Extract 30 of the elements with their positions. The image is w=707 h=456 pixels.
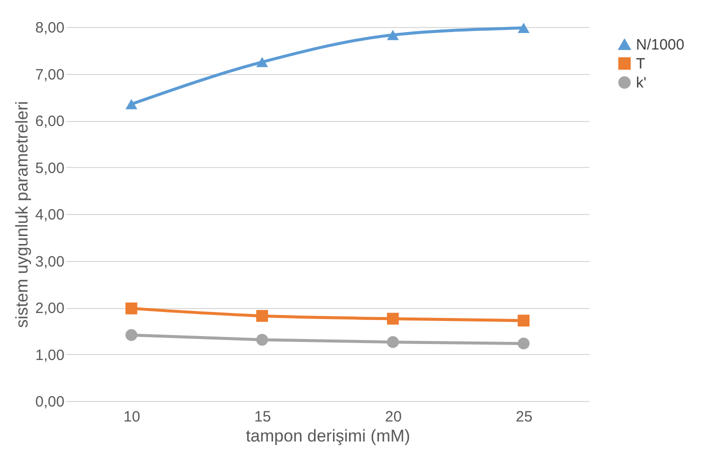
y-tick-label: 6,00: [35, 113, 64, 130]
x-tick-label: 15: [254, 408, 271, 426]
point: [256, 56, 268, 68]
point: [125, 329, 138, 341]
point: [256, 334, 268, 346]
point: [518, 338, 530, 350]
point: [518, 314, 530, 327]
point: [125, 302, 138, 314]
y-tick-label: 2,00: [35, 300, 64, 317]
point: [125, 99, 138, 110]
x-tick-label: 10: [124, 408, 140, 426]
x-axis-title: tampon derişimi (mM): [246, 426, 410, 446]
y-tick-label: 4,00: [35, 206, 64, 224]
y-tick-label: 1,00: [35, 346, 64, 364]
point: [386, 30, 399, 40]
point: [386, 336, 399, 348]
y-tick-label: 8,00: [35, 20, 64, 36]
point: [518, 22, 530, 34]
y-tick-label: 0,00: [35, 394, 64, 410]
y-tick-label: 3,00: [35, 253, 64, 270]
x-tick-label: 25: [516, 408, 532, 426]
legend-label: T: [636, 56, 646, 72]
y-tick-label: 7,00: [35, 66, 64, 84]
legend-label: N/1000: [636, 36, 684, 54]
point: [386, 312, 399, 325]
y-axis-title: sistem uygunluk parametreleri: [12, 101, 32, 328]
legend-label: k': [636, 74, 646, 92]
x-tick-label: 20: [385, 408, 402, 426]
point: [256, 310, 268, 322]
y-tick-label: 5,00: [35, 160, 64, 177]
